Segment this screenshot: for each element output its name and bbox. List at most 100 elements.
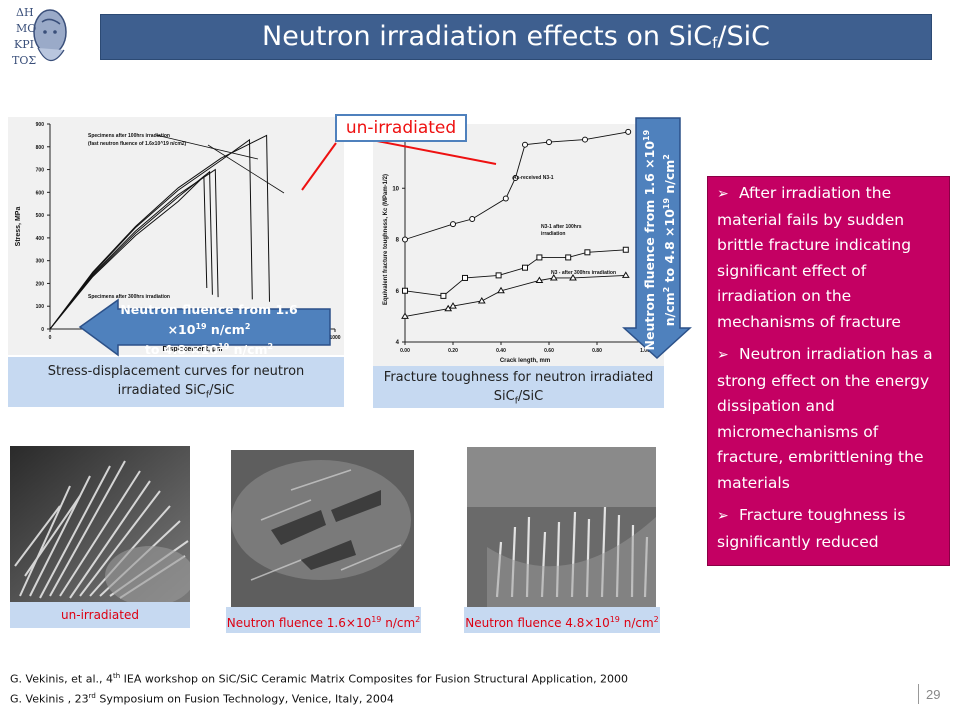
- sem-image-fibers-long: [10, 446, 190, 602]
- y-tick-label: 300: [36, 259, 45, 265]
- annotation-300hrs: Specimens after 300hrs irradiation: [88, 294, 170, 300]
- university-logo: ΔΗ ΜΟ ΚΡΙ ΤΟΣ: [2, 2, 72, 74]
- stress-curve: [49, 175, 208, 330]
- data-point-circle: [582, 136, 588, 143]
- data-point-square: [440, 292, 447, 299]
- annotation-fluence: (fast neutron fluence of 1.6x10^19 n/cm2…: [88, 141, 187, 147]
- finding-item: ➢ Fracture toughness is significantly red…: [717, 503, 941, 555]
- slide-title-end: /SiC: [717, 21, 770, 52]
- data-point-square: [495, 272, 502, 279]
- left-arrow-sup-3: 19: [218, 342, 230, 352]
- y-tick-label: 10: [392, 186, 399, 192]
- references: G. Vekinis, et al., 4th IEA workshop on …: [10, 668, 628, 707]
- toughness-chart-panel: 4 6 8 10 0.00 0.20 0.40 0.60 0.80 1.00 Crack lengt…: [373, 124, 664, 366]
- reference-2: G. Vekinis , 23rd Symposium on Fusion Te…: [10, 688, 628, 708]
- finding-item: ➢ After irradiation the material fails by…: [717, 181, 941, 335]
- slide-title-sub: f: [712, 34, 718, 52]
- data-point-square: [462, 274, 468, 281]
- data-point-triangle: [621, 271, 630, 278]
- left-arrow-sup-1: 19: [195, 322, 207, 331]
- finding-item: ➢ Neutron irradiation has a strong effect…: [717, 342, 941, 496]
- left-arrow-text-1: Neutron fluence from 1.6 ×10: [120, 302, 298, 338]
- series-label-100hrs: N3-1 after 100hrs: [541, 224, 582, 230]
- unirradiated-label: un-irradiated: [335, 114, 467, 142]
- y-tick-label: 400: [36, 236, 45, 242]
- down-arrow-text-1: Neutron fluence from 1.6 ×10: [642, 140, 657, 351]
- data-point-square: [622, 246, 629, 253]
- greek-philosopher-portrait-icon: ΔΗ ΜΟ ΚΡΙ ΤΟΣ: [2, 2, 72, 74]
- sem-photo-fluence-1-6: [231, 450, 414, 607]
- down-arrow-sup-3: 19: [662, 197, 671, 210]
- y-axis-label: Equivalent fracture toughness, Kc (MPam-…: [383, 174, 389, 305]
- arrow-bullet-icon: ➢: [717, 347, 729, 363]
- x-tick-label: 0.40: [496, 348, 506, 354]
- down-arrow-sup-4: 2: [662, 154, 671, 160]
- photo-caption-3b: n/cm: [619, 616, 654, 630]
- photo-caption-2a: Neutron fluence 1.6×10: [226, 616, 372, 630]
- y-tick-label: 0: [41, 327, 44, 333]
- down-arrow-label: Neutron fluence from 1.6 ×10 19 n/cm 2 to …: [638, 110, 678, 370]
- data-point-circle: [546, 139, 552, 146]
- reference-1: G. Vekinis, et al., 4th IEA workshop on …: [10, 668, 628, 688]
- y-tick-label: 100: [36, 304, 45, 310]
- reference-1a: G. Vekinis, et al., 4: [10, 672, 113, 686]
- toughness-caption-line1: Fracture toughness for neutron irradiate…: [383, 370, 654, 385]
- data-point-circle: [512, 175, 519, 181]
- sem-photo-unirradiated: [10, 446, 190, 602]
- sem-photo-fluence-4-8: [467, 447, 656, 607]
- left-arrow-label: Neutron fluence from 1.6 ×1019 n/cm2 to …: [104, 301, 314, 358]
- page-number-separator: [918, 684, 919, 704]
- x-tick-label: 0.00: [400, 348, 410, 354]
- y-tick-label: 700: [36, 168, 45, 174]
- y-tick-label: 8: [396, 238, 400, 244]
- down-arrow-text-3: to 4.8 ×10: [662, 209, 678, 287]
- page-number: 29: [926, 687, 941, 702]
- arrow-bullet-icon: ➢: [717, 186, 729, 202]
- logo-letters-4: ΤΟΣ: [12, 54, 36, 67]
- reference-1-sup: th: [113, 672, 121, 680]
- data-point-square: [536, 254, 543, 261]
- data-point-circle: [402, 236, 408, 243]
- photo-caption-1: un-irradiated: [10, 602, 190, 628]
- data-point-circle: [450, 221, 456, 228]
- data-point-triangle: [569, 273, 577, 281]
- slide-title-main: Neutron irradiation effects on SiC: [262, 21, 713, 52]
- reference-2a: G. Vekinis , 23: [10, 692, 89, 706]
- logo-letters-3: ΚΡΙ: [14, 38, 34, 51]
- stress-curve: [49, 138, 253, 330]
- x-tick-label: 0.20: [448, 348, 458, 354]
- data-point-square: [402, 287, 408, 294]
- left-arrow-unit-2: n/cm: [229, 342, 268, 358]
- reference-2b: Symposium on Fusion Technology, Venice, …: [95, 692, 394, 706]
- data-point-triangle: [549, 273, 558, 281]
- data-point-square: [565, 254, 572, 261]
- data-point-triangle: [449, 302, 457, 309]
- data-point-triangle: [477, 297, 486, 304]
- toughness-caption-line2a: SiC: [493, 389, 515, 404]
- photo-caption-3: Neutron fluence 4.8×1019 n/cm2: [464, 607, 660, 633]
- photo-caption-3a: Neutron fluence 4.8×10: [465, 616, 610, 630]
- x-tick-label: 0: [49, 335, 52, 341]
- data-point-circle: [469, 216, 476, 222]
- left-arrow-sup-4: 2: [267, 342, 274, 352]
- stress-caption-line2a: irradiated SiC: [117, 383, 206, 398]
- annotation-pointer: [155, 134, 259, 160]
- y-tick-label: 200: [36, 281, 45, 287]
- photo-caption-2-sup2: 2: [415, 615, 421, 624]
- photo-caption-2b: n/cm: [381, 616, 416, 630]
- down-arrow-text-2: n/cm: [662, 292, 678, 327]
- connector-line-left: [301, 142, 337, 191]
- series-label-300hrs: N3 - after 300hrs irradiation: [551, 270, 616, 276]
- sem-image-fracture-flat: [231, 450, 414, 607]
- data-point-circle: [522, 141, 528, 148]
- sem-image-fibers-short: [467, 447, 656, 607]
- series-label-100hrs-2: irradiation: [541, 231, 565, 237]
- y-tick-label: 800: [36, 145, 45, 151]
- left-arrow-sup-2: 2: [244, 322, 251, 331]
- y-tick-label: 600: [36, 190, 45, 196]
- x-axis-label: Displacement, μm: [163, 346, 223, 353]
- y-tick-label: 500: [36, 213, 45, 219]
- data-point-square: [584, 249, 591, 256]
- data-point-triangle: [401, 312, 409, 319]
